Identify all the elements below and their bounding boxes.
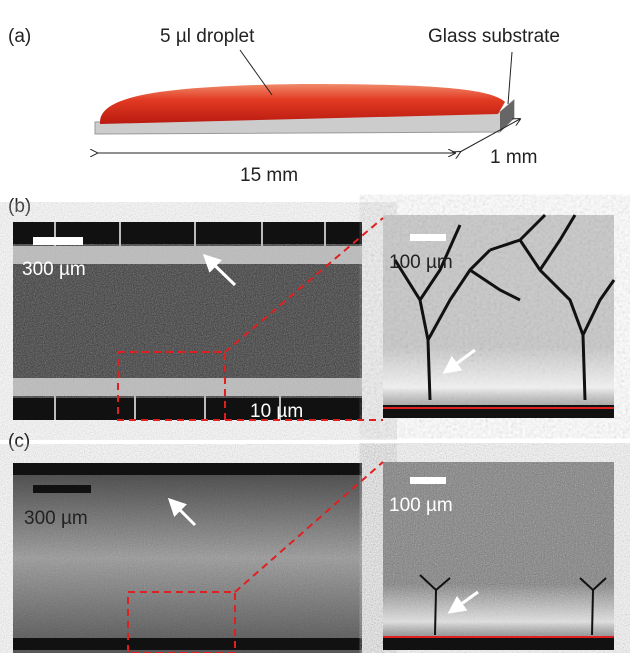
substrate-label: Glass substrate [428,26,560,47]
length-label: 15 mm [240,165,298,186]
edge [13,463,362,475]
panel-a: (a) 5 µl droplet Glass substrate 15 mm 1… [8,26,560,186]
scale-bar [410,477,446,484]
scale-bar [410,234,446,241]
panel-label: (a) [8,26,31,47]
scale-bar [33,485,91,493]
edge [383,636,614,650]
leader [508,52,512,104]
droplet-label: 5 µl droplet [160,26,255,47]
scale-label: 300 µm [22,259,86,280]
edge [13,638,362,650]
scale-label: 100 µm [389,495,453,516]
edge [13,398,362,420]
rim [383,462,614,650]
width-label: 1 mm [490,147,538,168]
rim [13,378,362,396]
edge [383,405,614,418]
panel-label: (b) [8,196,31,217]
scale-bar [33,237,83,245]
figure: (a) 5 µl droplet Glass substrate 15 mm 1… [0,0,630,653]
rim [383,215,614,418]
scale-label: 100 µm [389,252,453,273]
scale-label: 300 µm [24,508,88,529]
panel-b: (b) 300 µm 10 µm 100 µm [8,196,614,422]
panel-label: (c) [8,431,30,452]
panel-c: (c) 300 µm 100 µm [8,431,614,653]
scale-label: 10 µm [250,401,303,422]
